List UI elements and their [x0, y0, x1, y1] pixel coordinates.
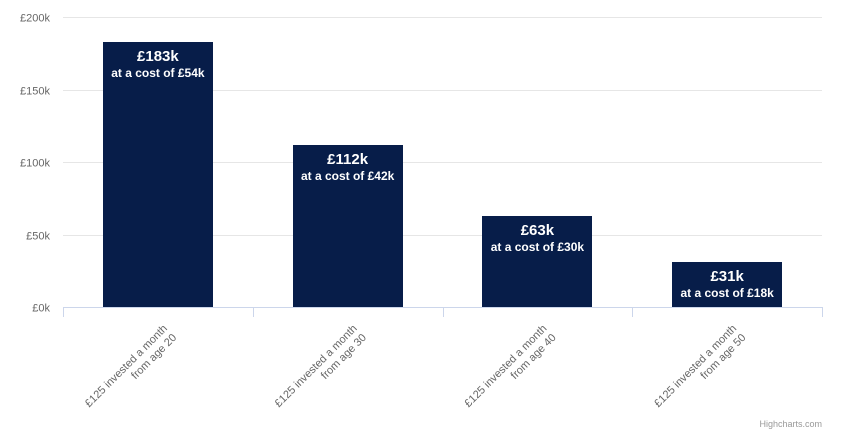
bars — [103, 42, 782, 307]
bar-value-label: £63k — [521, 222, 555, 239]
y-tick-label: £50k — [26, 231, 50, 243]
x-category-text: £125 invested a monthfrom age 50 — [652, 323, 748, 419]
y-axis-labels: £0k £50k £100k £150k £200k — [20, 13, 50, 315]
x-category-label: £125 invested a monthfrom age 20 — [83, 323, 179, 419]
y-tick-label: £200k — [20, 13, 50, 25]
bar-cost-label: at a cost of £42k — [301, 169, 395, 183]
credits-link[interactable]: Highcharts.com — [759, 419, 822, 429]
bar-value-label: £183k — [137, 48, 179, 65]
x-category-line: £125 invested a month — [273, 323, 360, 410]
y-tick-label: £0k — [32, 303, 50, 315]
x-category-label: £125 invested a monthfrom age 50 — [652, 323, 748, 419]
bar[interactable] — [103, 42, 213, 307]
x-category-text: £125 invested a monthfrom age 30 — [273, 323, 369, 419]
x-category-line: £125 invested a month — [83, 323, 170, 410]
bar-value-label: £31k — [710, 268, 744, 285]
bar[interactable] — [293, 145, 403, 307]
x-category-label: £125 invested a monthfrom age 30 — [273, 323, 369, 419]
y-tick-label: £100k — [20, 158, 50, 170]
x-axis: £125 invested a monthfrom age 20 £125 inv… — [63, 307, 823, 419]
y-tick-label: £150k — [20, 86, 50, 98]
bar-value-label: £112k — [327, 151, 369, 168]
bar-cost-label: at a cost of £18k — [680, 286, 774, 300]
x-category-line: £125 invested a month — [462, 323, 549, 410]
bar-cost-label: at a cost of £54k — [111, 66, 205, 80]
x-category-label: £125 invested a monthfrom age 40 — [462, 323, 558, 419]
bar[interactable] — [482, 216, 592, 307]
bar[interactable] — [672, 262, 782, 307]
x-category-text: £125 invested a monthfrom age 20 — [83, 323, 179, 419]
x-category-line: £125 invested a month — [652, 323, 739, 410]
x-category-text: £125 invested a monthfrom age 40 — [462, 323, 558, 419]
bar-cost-label: at a cost of £30k — [491, 240, 585, 254]
